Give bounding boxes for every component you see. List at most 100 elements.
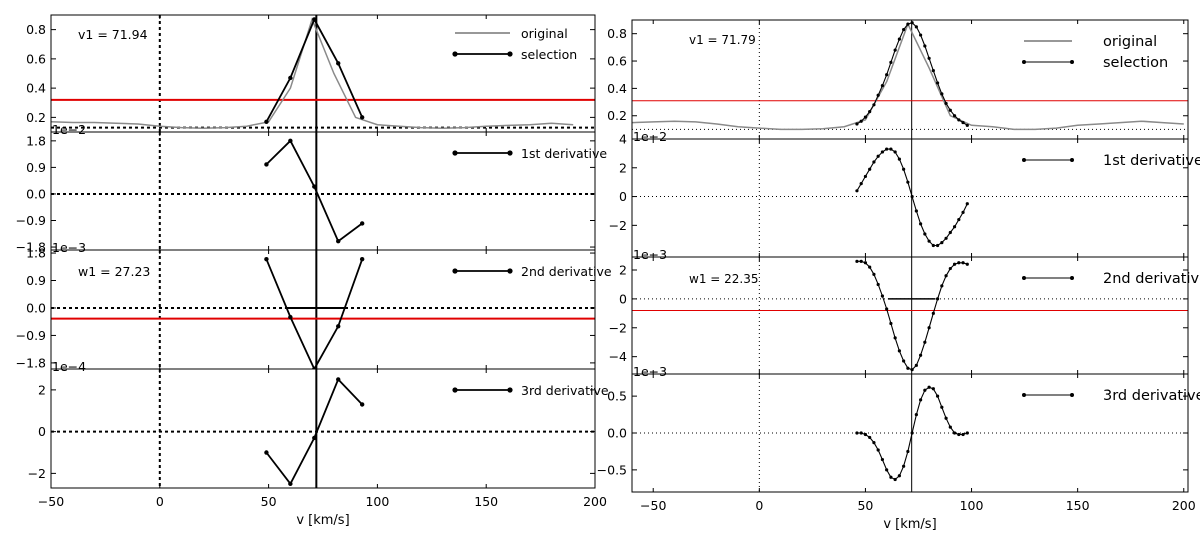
y-tick-label: −1.8 — [16, 240, 46, 255]
legend-swatch-marker — [1070, 60, 1074, 64]
series-point — [902, 27, 906, 32]
series-point — [868, 435, 872, 440]
series-point — [902, 359, 906, 363]
series-point — [910, 368, 914, 372]
legend-swatch-marker — [1022, 60, 1026, 64]
series-point — [931, 69, 935, 73]
legend-label: 2nd derivative — [1103, 271, 1200, 287]
panel-2: 1.8 0.9 0.0 −0.9 −1.8 1e−2 1st derivative — [16, 122, 608, 255]
panel-3: 1.8 0.9 0.0 −0.9 −1.8 1e−3 w1 = 27.23 2nd deriv… — [16, 240, 612, 370]
panel-2: 4 2 0 −2 1e−2 1st derivative — [609, 129, 1200, 258]
legend-label: 1st derivative — [521, 146, 607, 161]
y-tick-label: −0.9 — [16, 328, 46, 343]
series-point — [889, 321, 893, 326]
legend-swatch-marker — [1022, 393, 1026, 397]
legend-label: original — [521, 26, 568, 41]
series-point — [312, 184, 317, 189]
y-tick-label: 0.9 — [26, 160, 46, 175]
legend-swatch-marker — [507, 51, 513, 57]
exponent-label: 1e−3 — [633, 364, 667, 379]
series-point — [919, 33, 923, 37]
series-point — [902, 464, 906, 468]
series-point — [336, 238, 341, 244]
series-point — [935, 394, 940, 398]
series-point — [863, 174, 868, 179]
series-1st-derivative-line — [265, 139, 363, 243]
panel-frame — [50, 131, 596, 251]
series-point — [897, 349, 901, 353]
series-point — [876, 154, 880, 158]
series-point — [952, 262, 957, 266]
panel-plot-area — [51, 250, 595, 369]
y-tick-label: 0.8 — [26, 22, 46, 37]
series-point — [897, 474, 901, 478]
series-point — [889, 475, 893, 479]
series-point — [906, 180, 910, 184]
series-point — [906, 449, 910, 454]
legend-swatch-marker — [452, 51, 458, 57]
series-point — [863, 432, 868, 437]
legend-label: 3rd derivative — [1103, 388, 1200, 404]
legend-label: 1st derivative — [1103, 153, 1200, 169]
series-point — [889, 60, 893, 65]
series-point — [336, 324, 341, 329]
y-tick-label: 0.4 — [26, 81, 46, 96]
series-point — [948, 230, 952, 235]
x-tick-label: 0 — [755, 498, 763, 513]
panel-1: 0.2 0.4 0.6 0.8 v1 = 71.94 original selection — [26, 14, 596, 133]
y-tick-label: 1.8 — [26, 133, 46, 148]
y-tick-label: −2 — [609, 320, 627, 335]
series-point — [914, 209, 918, 213]
series-point — [876, 282, 880, 287]
legend-label: selection — [1103, 55, 1168, 71]
y-tick-label: −4 — [609, 349, 627, 364]
series-point — [880, 294, 885, 298]
series-point — [923, 340, 927, 344]
series-point — [927, 239, 931, 243]
series-point — [914, 412, 918, 417]
series-point — [927, 326, 931, 330]
series-point — [288, 75, 293, 81]
series-point — [961, 120, 965, 125]
legend-swatch-marker — [452, 268, 458, 274]
series-point — [919, 222, 923, 226]
series-point — [855, 189, 859, 193]
series-point — [923, 388, 927, 392]
panel-plot-area — [632, 374, 1188, 492]
series-point — [859, 259, 863, 263]
y-tick-label: 2 — [619, 160, 627, 175]
panel-plot-area — [632, 139, 1188, 257]
series-point — [961, 432, 965, 437]
annotation-label: v1 = 71.94 — [78, 27, 148, 42]
exponent-label: 1e−2 — [633, 129, 667, 144]
panel-3: 2 0 −2 −4 1e−3 w1 = 22.35 2nd derivative — [609, 247, 1200, 375]
series-2nd-derivative-line — [265, 258, 364, 369]
y-tick-label: 0.5 — [607, 389, 627, 404]
series-point — [910, 194, 914, 199]
series-point — [952, 114, 957, 118]
series-point — [952, 431, 957, 435]
series-point — [880, 150, 885, 154]
series-point — [927, 56, 931, 60]
series-point — [855, 431, 859, 435]
series-point — [868, 110, 872, 114]
y-tick-label: 0.9 — [26, 273, 46, 288]
x-tick-label: 100 — [365, 494, 389, 509]
series-point — [935, 81, 940, 85]
series-point — [288, 314, 293, 320]
chart-left: 0.2 0.4 0.6 0.8 v1 = 71.94 original selection 1… — [16, 14, 612, 528]
series-point — [940, 284, 944, 288]
series-point — [919, 398, 923, 402]
series-point — [889, 147, 893, 151]
legend-swatch-marker — [1022, 276, 1026, 280]
y-tick-label: 0.8 — [607, 26, 627, 41]
series-point — [885, 307, 889, 311]
series-point — [944, 416, 948, 420]
chart-right: 0.2 0.4 0.6 0.8 v1 = 71.79 original selection 4… — [597, 19, 1200, 532]
exponent-label: 1e−2 — [52, 122, 86, 137]
series-point — [931, 387, 935, 391]
series-point — [961, 210, 965, 214]
series-point — [312, 435, 317, 441]
legend-label: 2nd derivative — [521, 264, 612, 279]
